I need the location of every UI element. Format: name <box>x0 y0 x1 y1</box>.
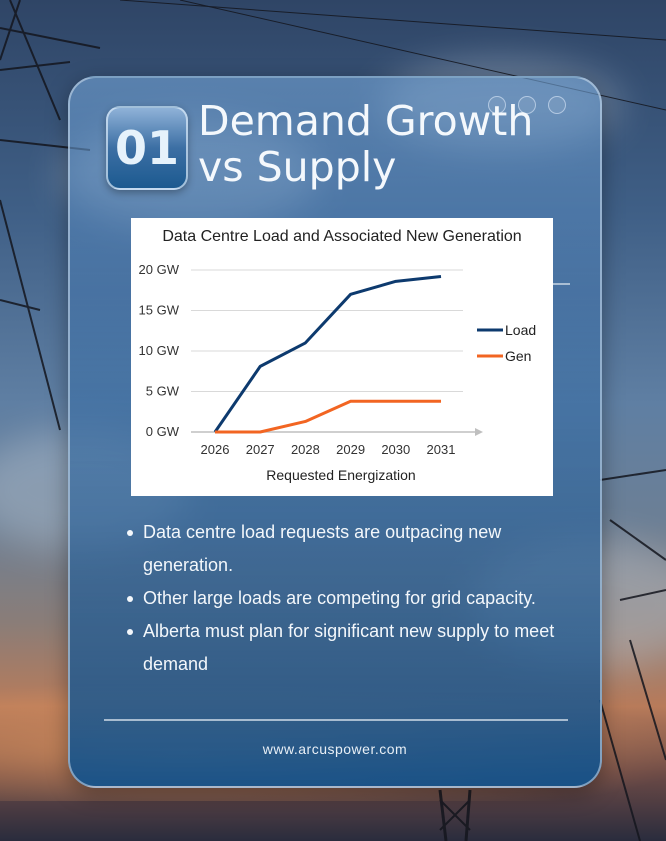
footer-divider <box>104 719 568 721</box>
legend-label: Load <box>505 322 536 338</box>
y-tick-label: 5 GW <box>146 384 180 399</box>
x-tick-label: 2030 <box>381 442 410 457</box>
chart-title: Data Centre Load and Associated New Gene… <box>162 228 521 245</box>
title-line-2: vs Supply <box>198 143 397 191</box>
x-tick-label: 2028 <box>291 442 320 457</box>
bullet-item: Data centre load requests are outpacing … <box>125 516 575 582</box>
bullet-item: Alberta must plan for significant new su… <box>125 615 575 681</box>
bullet-item: Other large loads are competing for grid… <box>125 582 575 615</box>
series-line-load <box>213 274 442 433</box>
bullet-list: Data centre load requests are outpacing … <box>125 516 575 681</box>
circle-icon <box>488 96 506 114</box>
circle-icon <box>518 96 536 114</box>
x-tick-label: 2027 <box>246 442 275 457</box>
x-tick-label: 2026 <box>201 442 230 457</box>
x-tick-label: 2029 <box>336 442 365 457</box>
decorative-line <box>550 283 570 285</box>
y-tick-label: 0 GW <box>146 424 180 439</box>
series-line-gen <box>215 399 441 434</box>
info-card: 01 Demand Growth vs Supply Data Centre L… <box>68 76 602 788</box>
y-tick-label: 20 GW <box>139 262 180 277</box>
circle-icon <box>548 96 566 114</box>
section-number-badge: 01 <box>106 106 188 190</box>
card-title: Demand Growth vs Supply <box>198 98 588 190</box>
x-tick-label: 2031 <box>427 442 456 457</box>
y-tick-label: 15 GW <box>139 303 180 318</box>
line-chart: Data Centre Load and Associated New Gene… <box>139 228 537 483</box>
y-tick-label: 10 GW <box>139 343 180 358</box>
legend-label: Gen <box>505 348 531 364</box>
x-axis-label: Requested Energization <box>266 467 415 483</box>
axis-arrow-icon <box>475 428 483 436</box>
decorative-dots <box>488 96 566 114</box>
chart-panel: Data Centre Load and Associated New Gene… <box>131 218 553 496</box>
title-line-1: Demand Growth <box>198 97 534 145</box>
footer-url[interactable]: www.arcuspower.com <box>262 741 408 757</box>
